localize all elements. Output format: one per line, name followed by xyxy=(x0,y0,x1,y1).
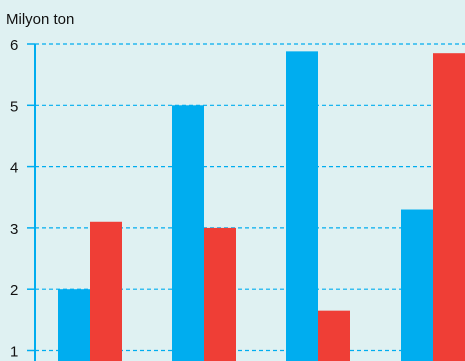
y-tick-label: 4 xyxy=(10,160,18,177)
bar-series-2-category-4 xyxy=(433,53,465,361)
bar-series-1-category-2 xyxy=(172,105,204,361)
bar-series-1-category-1 xyxy=(58,289,90,361)
bar-series-2-category-1 xyxy=(90,221,122,361)
y-tick-label: 1 xyxy=(10,344,18,361)
y-tick-labels: 1 2 3 4 5 6 xyxy=(10,37,18,361)
y-tick-label: 2 xyxy=(10,282,18,299)
bar-series-2-category-3 xyxy=(318,310,350,361)
bars xyxy=(58,51,465,361)
bar-series-1-category-4 xyxy=(401,209,433,361)
y-tick-label: 6 xyxy=(10,37,18,54)
bar-series-1-category-3 xyxy=(286,51,318,361)
bar-series-2-category-2 xyxy=(204,227,236,361)
y-tick-label: 3 xyxy=(10,221,18,238)
y-tick-label: 5 xyxy=(10,98,18,115)
y-axis-label: Milyon ton xyxy=(6,11,74,28)
